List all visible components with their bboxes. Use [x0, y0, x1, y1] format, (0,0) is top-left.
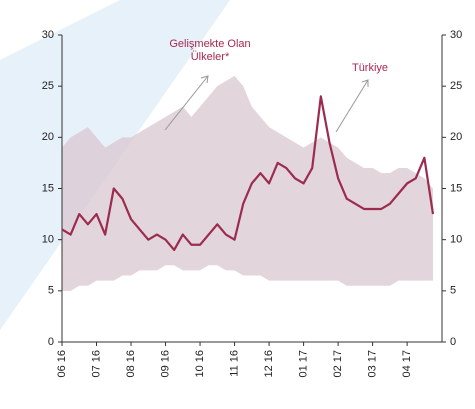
y2-tick-label: 0 [450, 336, 456, 348]
annotation-arrow [335, 79, 369, 133]
annotation-arrow [164, 75, 209, 131]
annotation-arrowhead [361, 79, 369, 87]
x-tick-label: 02 17 [332, 350, 344, 378]
y2-tick-label: 5 [450, 285, 456, 297]
x-tick-label: 10 16 [194, 350, 206, 378]
y2-tick-label: 25 [450, 80, 462, 92]
y-tick-label: 20 [42, 131, 54, 143]
y-tick-label: 25 [42, 80, 54, 92]
x-tick-label: 08 16 [125, 350, 137, 378]
x-tick-label: 06 16 [56, 350, 68, 378]
y-tick-label: 15 [42, 182, 54, 194]
x-tick-label: 09 16 [159, 350, 171, 378]
y2-tick-label: 15 [450, 182, 462, 194]
annotation: Türkiye [351, 62, 389, 74]
x-tick-label: 03 17 [367, 350, 379, 378]
x-tick-label: 12 16 [263, 350, 275, 378]
y2-tick-label: 10 [450, 234, 462, 246]
y2-tick-label: 20 [450, 131, 462, 143]
x-tick-label: 01 17 [297, 350, 309, 378]
annotation-arrowhead [200, 75, 209, 84]
x-tick-label: 04 17 [401, 350, 413, 378]
x-tick-label: 11 16 [228, 350, 240, 377]
x-tick-label: 07 16 [90, 350, 102, 378]
range-band [62, 75, 433, 291]
y-tick-label: 10 [42, 234, 54, 246]
annotation: Gelişmekte Olan Ülkeler* [169, 38, 251, 63]
y-tick-label: 5 [48, 285, 54, 297]
y2-tick-label: 30 [450, 29, 462, 41]
line [61, 95, 435, 251]
y-tick-label: 0 [48, 336, 54, 348]
y-tick-label: 30 [42, 29, 54, 41]
plot: 0 5 10 15 20 25 30 0 5 10 15 20 25 30 06 16 07 16 08 16 0… [42, 29, 463, 378]
